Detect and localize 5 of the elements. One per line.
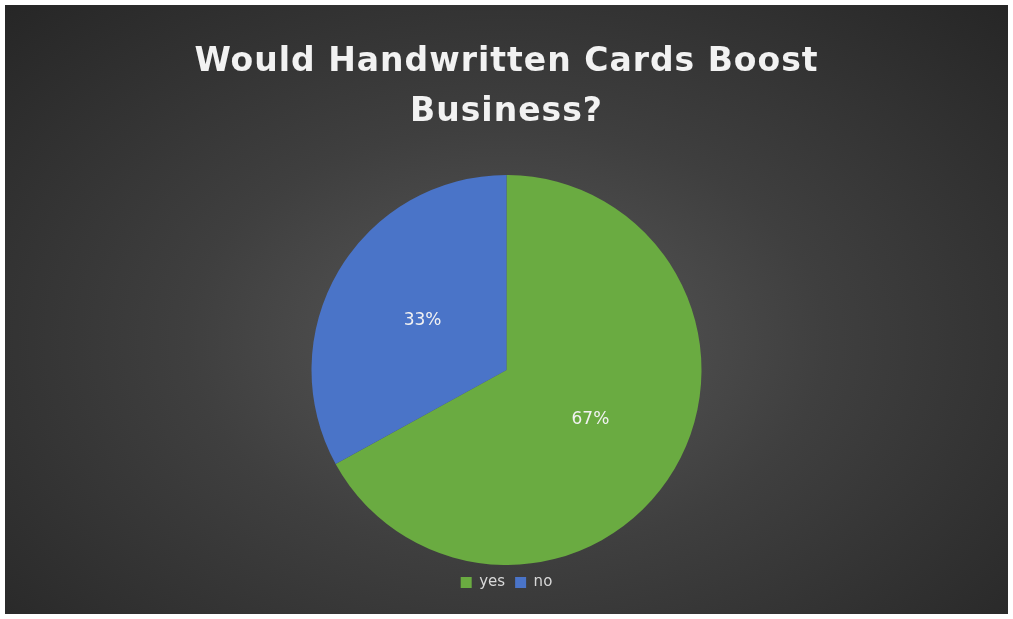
data-label: 33% xyxy=(403,308,442,329)
legend-label: no xyxy=(533,572,553,591)
data-label: 67% xyxy=(571,408,610,429)
legend-label: yes xyxy=(479,572,506,591)
chart-title: Would Handwritten Cards Boost Business? xyxy=(193,39,820,131)
